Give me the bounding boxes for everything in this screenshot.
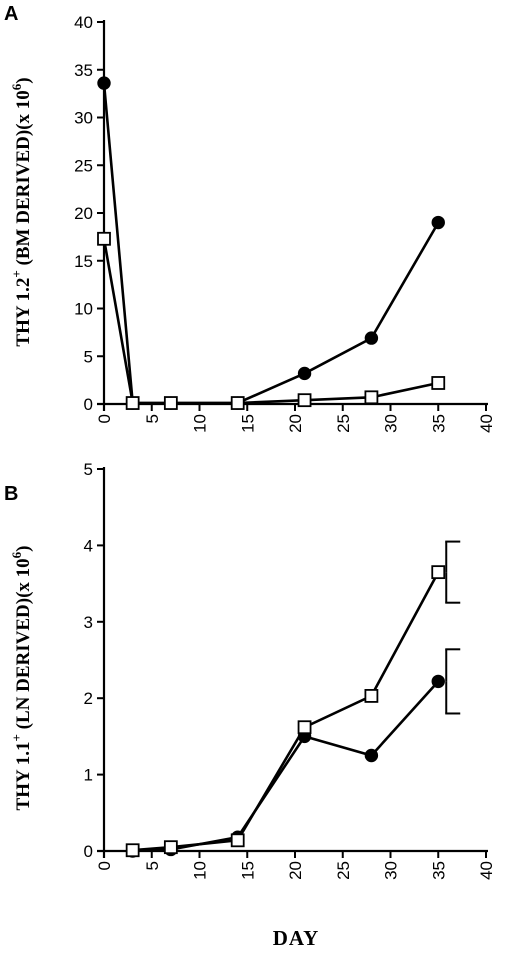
series-line	[132, 571, 440, 852]
x-tick-label: 35	[429, 861, 448, 880]
x-tick-label: 5	[143, 861, 162, 870]
y-tick-label: 30	[74, 109, 93, 128]
y-tick-label: 4	[84, 536, 93, 555]
x-tick-label: 25	[334, 414, 353, 433]
x-tick-label: 10	[191, 861, 210, 880]
y-tick-label: 5	[84, 460, 93, 479]
x-tick-label: 25	[334, 861, 353, 880]
y-tick-label: 10	[74, 300, 93, 319]
y-tick-label: 20	[74, 204, 93, 223]
y-tick-label: 0	[84, 842, 93, 861]
x-tick-label: 0	[95, 414, 114, 423]
x-tick-label: 15	[238, 414, 257, 433]
data-point-square	[230, 396, 245, 410]
data-point-circle	[431, 215, 445, 230]
data-point-square	[364, 390, 379, 405]
y-tick-label: 40	[74, 13, 93, 32]
data-point-square	[364, 689, 379, 703]
y-tick-label: 35	[74, 61, 93, 80]
data-point-circle	[364, 748, 379, 763]
x-axis-title: DAY	[273, 926, 320, 950]
data-point-square	[297, 720, 312, 735]
series-open-square	[125, 540, 461, 858]
y-axis-title-b: THY 1.1+ (LN DERIVED)(x 106)	[9, 546, 34, 811]
data-point-square	[230, 833, 245, 848]
data-point-square	[97, 231, 111, 246]
data-point-square	[431, 376, 446, 390]
x-tick-label: 40	[477, 861, 496, 880]
y-tick-label: 2	[84, 689, 93, 708]
data-point-square	[297, 393, 312, 408]
data-point-circle	[431, 674, 445, 689]
data-point-circle	[297, 366, 312, 381]
series-line	[132, 680, 440, 853]
data-point-square	[163, 396, 178, 410]
data-point-square	[163, 840, 178, 855]
y-tick-label: 1	[84, 766, 93, 785]
series-open-square	[97, 231, 446, 410]
y-axis-title-a: THY 1.2+ (BM DERIVED)(x 106)	[9, 77, 34, 346]
x-tick-label: 20	[286, 414, 305, 433]
panel-b: B THY 1.1+ (LN DERIVED)(x 106) 0 1 2 3 4 5 0 5 1…	[4, 460, 496, 880]
x-tick-label: 0	[95, 861, 114, 870]
y-tick-label: 0	[84, 395, 93, 414]
marks-b	[125, 540, 461, 858]
panel-letter-a: A	[4, 3, 18, 25]
data-point-circle	[364, 331, 379, 345]
series-filled-circle	[125, 648, 461, 858]
x-tick-label: 30	[382, 414, 401, 433]
x-tick-label: 40	[477, 414, 496, 433]
panel-a: A THY 1.2+ (BM DERIVED)(x 106) 0 5 10 15 20 2…	[4, 3, 496, 433]
axes-a: 0 5 10 15 20 25 30 35 40 0 5 10 15 20 25 30 35 40	[74, 13, 496, 433]
axes-b: 0 1 2 3 4 5 0 5 10 15 20 25 30 35 40	[84, 460, 496, 880]
data-point-circle	[97, 76, 111, 90]
y-tick-label: 25	[74, 156, 93, 175]
y-tick-label: 3	[84, 613, 93, 632]
series-line	[102, 238, 439, 405]
x-tick-label: 30	[382, 861, 401, 880]
series-line	[102, 82, 440, 405]
data-point-square	[125, 843, 140, 858]
panel-letter-b: B	[4, 483, 18, 505]
x-tick-label: 35	[429, 414, 448, 433]
x-tick-label: 20	[286, 861, 305, 880]
y-tick-label: 5	[84, 347, 93, 366]
x-tick-label: 10	[191, 414, 210, 433]
marks-a	[97, 76, 446, 410]
data-point-square	[125, 396, 140, 410]
x-tick-label: 15	[238, 861, 257, 880]
y-tick-label: 15	[74, 252, 93, 271]
data-point-square	[431, 565, 446, 580]
x-tick-label: 5	[143, 414, 162, 423]
series-filled-circle	[97, 76, 445, 410]
